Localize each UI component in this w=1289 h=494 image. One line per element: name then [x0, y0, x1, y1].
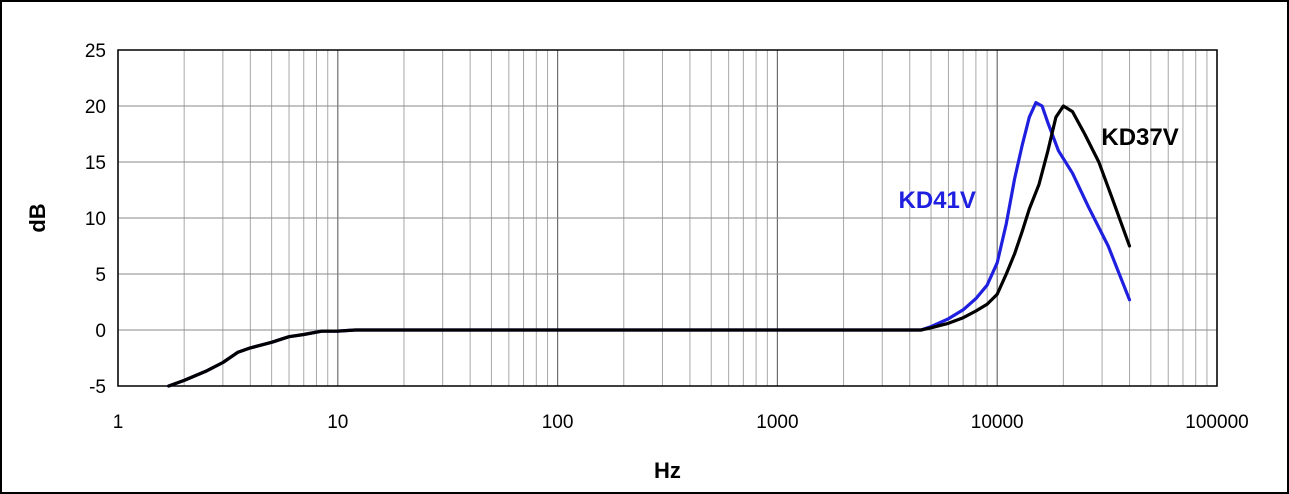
series-line-kd37v — [167, 104, 1132, 388]
x-axis-title: Hz — [654, 458, 681, 483]
y-tick-label: 0 — [95, 321, 106, 342]
series-label-kd41v: KD41V — [899, 187, 976, 214]
y-tick-label: 5 — [95, 265, 106, 286]
x-tick-label: 100 — [542, 412, 574, 433]
y-tick-label: 10 — [85, 209, 106, 230]
x-tick-label: 10 — [327, 412, 348, 433]
x-tick-label: 1 — [113, 412, 124, 433]
series-label-kd37v: KD37V — [1101, 124, 1178, 151]
y-tick-label: 15 — [85, 153, 106, 174]
x-tick-label: 100000 — [1185, 412, 1248, 433]
x-tick-label: 10000 — [971, 412, 1024, 433]
plot-area-border — [117, 49, 1218, 387]
y-tick-label: 25 — [85, 41, 106, 62]
x-tick-label: 1000 — [756, 412, 798, 433]
y-tick-label: -5 — [89, 377, 106, 398]
y-tick-label: 20 — [85, 97, 106, 118]
y-axis-title: dB — [25, 203, 50, 232]
